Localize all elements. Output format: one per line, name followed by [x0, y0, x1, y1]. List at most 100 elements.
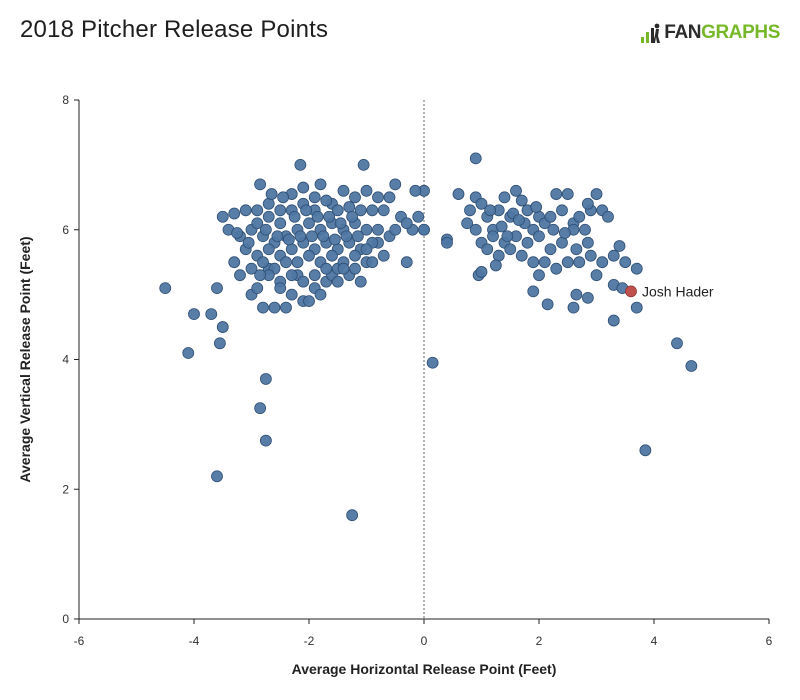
data-point [294, 230, 307, 243]
data-point [487, 230, 499, 243]
data-point [504, 243, 517, 256]
data-point [239, 204, 252, 217]
data-point [481, 243, 494, 256]
data-point [567, 301, 580, 314]
data-point [400, 217, 413, 230]
data-point [265, 188, 278, 200]
fangraphs-logo-icon [641, 23, 661, 43]
data-point [305, 230, 318, 243]
data-point [383, 191, 396, 204]
data-point [533, 269, 545, 282]
data-point [602, 210, 614, 223]
data-point [257, 301, 269, 314]
x-axis-title: Average Horizontal Release Point (Feet) [292, 661, 557, 677]
data-point [538, 256, 551, 269]
data-point [251, 204, 264, 217]
data-point [262, 197, 275, 210]
data-point [501, 230, 514, 243]
data-point [418, 223, 430, 236]
x-tick-label: 0 [421, 634, 428, 648]
data-point [366, 256, 379, 269]
data-point [303, 249, 315, 262]
points-layer [159, 152, 698, 522]
data-point [303, 217, 315, 230]
data-point [484, 204, 497, 217]
brand-wordmark: FANGRAPHS [664, 22, 780, 44]
data-point [357, 158, 370, 171]
data-point [308, 269, 321, 282]
data-point [211, 470, 223, 483]
data-point [159, 282, 172, 295]
y-axis-title: Average Vertical Release Point (Feet) [17, 236, 33, 482]
data-point [182, 347, 195, 359]
data-point [349, 262, 361, 275]
data-point [550, 262, 563, 275]
data-point [294, 158, 307, 171]
data-point [331, 204, 344, 217]
data-point [331, 275, 344, 288]
data-point [277, 191, 290, 204]
data-point [213, 337, 226, 350]
data-point [377, 204, 390, 217]
data-point [326, 249, 338, 262]
fangraphs-logo[interactable]: FANGRAPHS [640, 21, 780, 45]
data-point [512, 214, 525, 226]
y-tick-label: 0 [62, 612, 69, 626]
data-point [228, 256, 241, 269]
data-point [280, 256, 292, 269]
data-point [360, 223, 373, 236]
data-point [556, 236, 568, 249]
data-point [259, 373, 272, 385]
x-tick-label: -2 [304, 634, 315, 648]
data-point [231, 227, 244, 239]
data-point [590, 269, 603, 282]
data-point [590, 188, 603, 200]
x-tick-label: 4 [651, 634, 658, 648]
data-point [314, 178, 327, 191]
data-point [317, 230, 330, 243]
data-point [268, 301, 281, 314]
data-point [262, 243, 275, 256]
data-point [581, 236, 594, 249]
data-point [303, 295, 315, 308]
data-point [426, 356, 439, 369]
data-point [515, 194, 528, 207]
data-point [607, 314, 620, 327]
brand-prefix: FAN [664, 22, 702, 43]
labels-layer: Josh Hader [625, 283, 714, 299]
axes: -6 -4 -2 0 2 4 6 0 2 4 6 8 Average Horizontal Releas… [17, 93, 773, 677]
data-point [630, 262, 643, 275]
data-point [274, 204, 287, 217]
data-point [346, 210, 359, 223]
data-point [613, 240, 626, 252]
data-point [282, 233, 295, 246]
data-point [288, 210, 301, 223]
data-point [259, 223, 272, 236]
data-point [351, 230, 364, 243]
data-point [216, 210, 229, 223]
data-point [285, 269, 298, 282]
data-point [561, 188, 574, 200]
data-point [607, 249, 620, 262]
data-point [297, 275, 310, 288]
data-point [308, 191, 321, 204]
data-point [527, 285, 540, 298]
data-point [461, 217, 474, 230]
data-point [354, 275, 367, 288]
data-point [510, 184, 522, 197]
data-point [685, 360, 698, 372]
highlight-point [625, 285, 637, 298]
data-point [573, 256, 586, 269]
data-point [464, 204, 476, 217]
data-point [245, 262, 258, 275]
data-point [495, 220, 508, 233]
data-point [334, 217, 347, 230]
data-point [259, 434, 272, 447]
data-point [619, 256, 632, 269]
data-point [581, 197, 594, 210]
data-point [492, 249, 505, 262]
x-tick-label: -6 [74, 634, 85, 648]
data-point [323, 210, 336, 223]
data-point [340, 230, 353, 243]
